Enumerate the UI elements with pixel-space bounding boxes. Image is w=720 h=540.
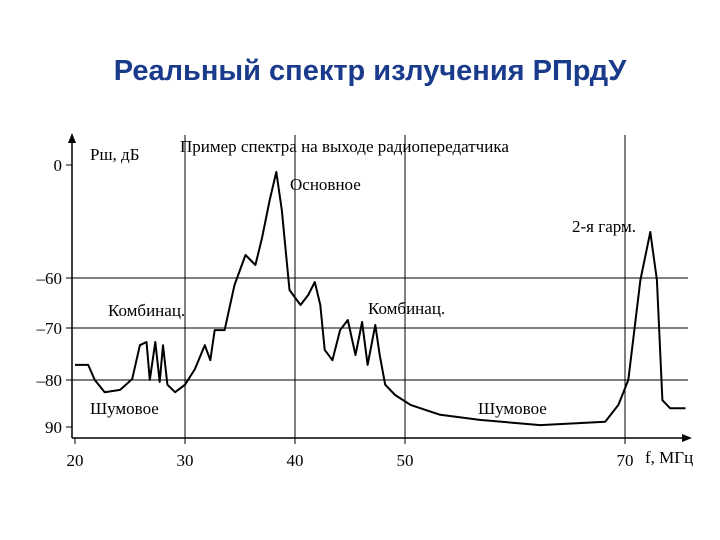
annotation: Комбинац. bbox=[368, 299, 445, 318]
x-tick-label: 30 bbox=[177, 451, 194, 470]
x-axis-arrow bbox=[682, 434, 692, 442]
annotation: Комбинац. bbox=[108, 301, 185, 320]
y-axis-label: Pш, дБ bbox=[90, 145, 139, 164]
page-title: Реальный спектр излучения РПрдУ bbox=[114, 55, 627, 87]
spectrum-line bbox=[75, 171, 686, 427]
y-tick-label: 90 bbox=[45, 418, 62, 437]
annotation: Основное bbox=[290, 175, 361, 194]
x-tick-label: 20 bbox=[67, 451, 84, 470]
y-tick-label: –80 bbox=[36, 371, 63, 390]
x-axis-label: f, МГц bbox=[645, 448, 693, 467]
x-tick-label: 40 bbox=[287, 451, 304, 470]
y-tick-label: –70 bbox=[36, 319, 63, 338]
annotation: Шумовое bbox=[478, 399, 547, 418]
x-tick-label: 70 bbox=[617, 451, 634, 470]
chart-title: Пример спектра на выходе радиопередатчик… bbox=[180, 137, 509, 156]
annotation: Шумовое bbox=[90, 399, 159, 418]
y-tick-label: 0 bbox=[54, 156, 63, 175]
annotation: 2-я гарм. bbox=[572, 217, 636, 236]
y-axis-arrow bbox=[68, 133, 76, 143]
x-tick-label: 50 bbox=[397, 451, 414, 470]
y-tick-label: –60 bbox=[36, 269, 63, 288]
